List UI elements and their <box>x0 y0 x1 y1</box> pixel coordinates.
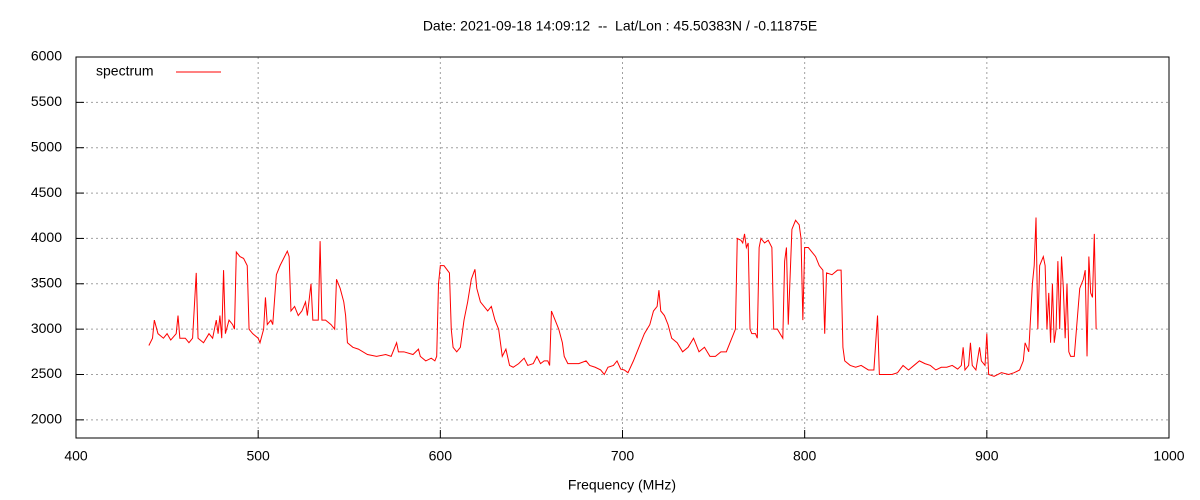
y-tick-label: 4500 <box>31 184 62 200</box>
x-tick-label: 400 <box>64 448 88 464</box>
y-tick-label: 3000 <box>31 320 62 336</box>
y-tick-label: 5500 <box>31 93 62 109</box>
x-tick-label: 900 <box>975 448 999 464</box>
plot-frame <box>75 56 1170 439</box>
y-tick-label: 5000 <box>31 138 62 154</box>
legend-label: spectrum <box>96 63 154 79</box>
y-tick-label: 2000 <box>31 411 62 427</box>
x-tick-label: 700 <box>611 448 635 464</box>
x-tick-label: 600 <box>429 448 453 464</box>
x-tick-label: 800 <box>793 448 817 464</box>
y-tick-label: 4000 <box>31 229 62 245</box>
chart-title: Date: 2021-09-18 14:09:12 -- Lat/Lon : 4… <box>423 18 817 34</box>
y-tick-label: 3500 <box>31 274 62 290</box>
y-tick-label: 6000 <box>31 48 62 64</box>
x-tick-label: 500 <box>246 448 270 464</box>
y-tick-label: 2500 <box>31 365 62 381</box>
series-line <box>148 217 1097 377</box>
x-tick-label: 1000 <box>1153 448 1184 464</box>
x-axis-label: Frequency (MHz) <box>568 477 676 493</box>
